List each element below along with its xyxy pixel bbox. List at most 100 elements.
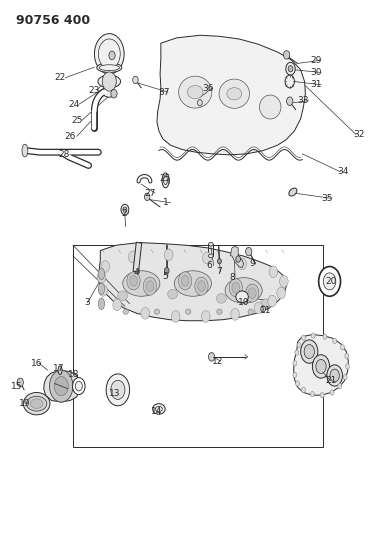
Ellipse shape <box>27 396 47 411</box>
Text: 5: 5 <box>162 272 168 280</box>
Circle shape <box>249 288 256 298</box>
Text: 24: 24 <box>69 100 80 109</box>
Circle shape <box>106 374 130 406</box>
Circle shape <box>246 247 252 256</box>
Circle shape <box>75 381 82 391</box>
Polygon shape <box>44 370 79 402</box>
Ellipse shape <box>225 278 262 303</box>
Circle shape <box>279 276 288 287</box>
Circle shape <box>330 390 334 395</box>
Ellipse shape <box>219 79 250 108</box>
Polygon shape <box>99 243 287 321</box>
Circle shape <box>209 353 215 361</box>
Circle shape <box>297 343 301 348</box>
Text: 19: 19 <box>19 399 31 408</box>
Circle shape <box>311 333 315 338</box>
Ellipse shape <box>236 291 249 303</box>
Text: 36: 36 <box>202 84 214 93</box>
Text: 35: 35 <box>321 194 332 203</box>
Circle shape <box>129 251 137 263</box>
Circle shape <box>287 97 293 106</box>
Bar <box>133 242 142 272</box>
Ellipse shape <box>22 144 28 157</box>
Circle shape <box>143 277 156 295</box>
Circle shape <box>229 279 243 297</box>
Text: 1: 1 <box>163 198 169 207</box>
Circle shape <box>277 287 285 299</box>
Polygon shape <box>157 35 305 155</box>
Text: 33: 33 <box>298 96 309 105</box>
Ellipse shape <box>174 271 211 296</box>
Ellipse shape <box>163 176 167 184</box>
Text: 14: 14 <box>151 407 163 416</box>
Ellipse shape <box>123 309 129 314</box>
Text: 20: 20 <box>325 277 336 286</box>
Circle shape <box>288 66 293 72</box>
Ellipse shape <box>162 173 169 188</box>
Circle shape <box>261 306 265 312</box>
Text: 12: 12 <box>212 357 223 366</box>
Circle shape <box>49 370 73 402</box>
Circle shape <box>123 207 127 212</box>
Circle shape <box>268 295 276 307</box>
Circle shape <box>316 359 326 374</box>
Polygon shape <box>230 246 244 268</box>
Circle shape <box>97 271 106 283</box>
Ellipse shape <box>155 406 162 411</box>
Circle shape <box>99 285 107 296</box>
Ellipse shape <box>187 85 203 99</box>
Text: 31: 31 <box>310 80 322 89</box>
Circle shape <box>109 51 115 60</box>
Circle shape <box>17 378 24 386</box>
Circle shape <box>246 284 259 302</box>
Ellipse shape <box>97 63 122 72</box>
Ellipse shape <box>118 291 127 301</box>
Circle shape <box>144 193 150 200</box>
Circle shape <box>111 380 125 399</box>
Polygon shape <box>294 335 348 395</box>
Text: 15: 15 <box>11 382 23 391</box>
Ellipse shape <box>260 95 281 119</box>
Ellipse shape <box>152 403 165 414</box>
Circle shape <box>346 364 350 369</box>
Text: 17: 17 <box>53 364 64 373</box>
Text: 37: 37 <box>158 87 170 96</box>
Circle shape <box>301 387 305 392</box>
Circle shape <box>238 258 247 270</box>
Circle shape <box>218 259 221 264</box>
Circle shape <box>319 266 341 296</box>
Text: 9: 9 <box>250 259 256 268</box>
Circle shape <box>283 51 290 59</box>
Text: 90756 400: 90756 400 <box>16 14 91 27</box>
Circle shape <box>111 90 117 98</box>
Ellipse shape <box>154 309 160 314</box>
Text: 34: 34 <box>337 167 348 176</box>
Text: 25: 25 <box>71 116 83 125</box>
Text: 32: 32 <box>353 130 364 139</box>
Text: 29: 29 <box>310 56 322 64</box>
Circle shape <box>113 299 122 311</box>
Circle shape <box>164 249 173 261</box>
Ellipse shape <box>31 399 43 408</box>
Circle shape <box>231 309 240 320</box>
Text: 16: 16 <box>31 359 42 368</box>
Circle shape <box>54 376 68 395</box>
Ellipse shape <box>98 283 105 295</box>
Circle shape <box>295 350 299 356</box>
Circle shape <box>98 39 120 69</box>
Ellipse shape <box>123 271 160 296</box>
Circle shape <box>338 383 342 389</box>
Circle shape <box>343 374 347 379</box>
Text: 3: 3 <box>85 298 90 307</box>
Bar <box>73 245 323 447</box>
Text: 8: 8 <box>229 273 235 281</box>
Ellipse shape <box>185 309 191 314</box>
Circle shape <box>296 381 299 386</box>
Circle shape <box>312 355 330 378</box>
Ellipse shape <box>179 76 212 108</box>
Ellipse shape <box>227 87 242 100</box>
Circle shape <box>201 311 210 322</box>
Text: 21: 21 <box>325 376 336 385</box>
Circle shape <box>130 276 138 286</box>
Circle shape <box>203 252 211 264</box>
